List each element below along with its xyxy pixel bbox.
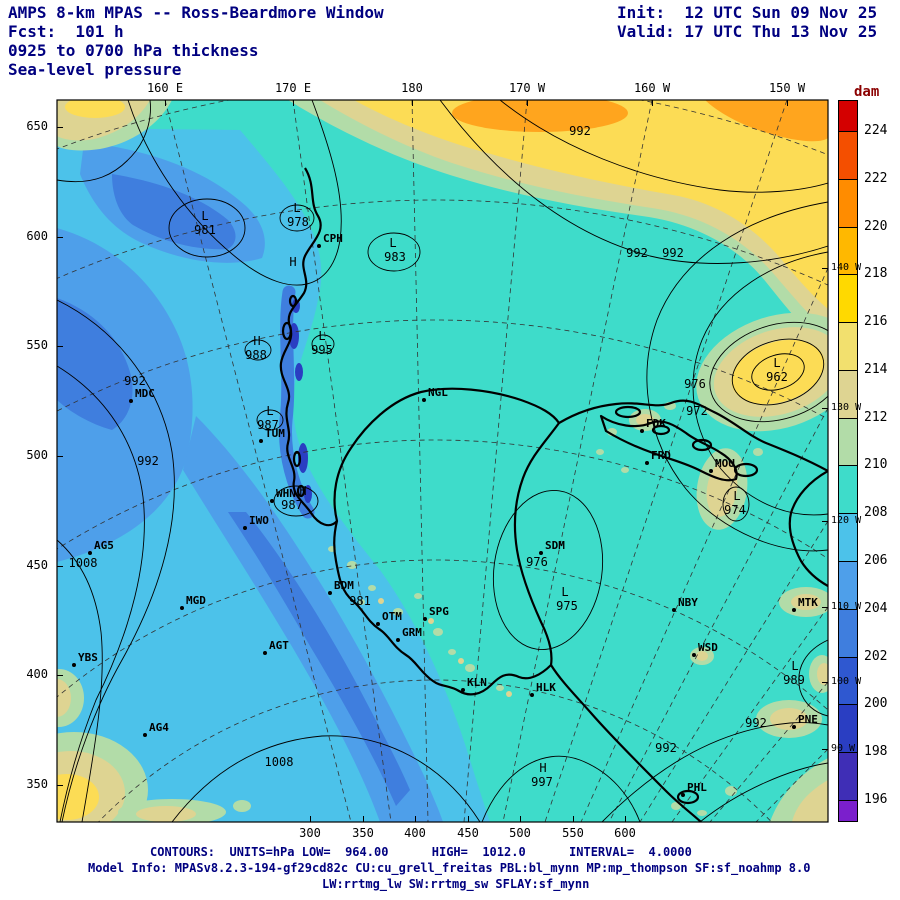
coastline bbox=[279, 167, 828, 822]
plot-frame bbox=[56, 99, 829, 823]
model-info: Model Info: MPASv8.2.3-194-gf29cd82c CU:… bbox=[88, 861, 811, 875]
field-thickness: 0925 to 0700 hPa thickness bbox=[8, 41, 259, 60]
contour-info: CONTOURS: UNITS=hPa LOW= 964.00 HIGH= 10… bbox=[150, 845, 692, 859]
init-time: Init: 12 UTC Sun 09 Nov 25 bbox=[617, 3, 878, 22]
physics-info: LW:rrtmg_lw SW:rrtmg_sw SFLAY:sf_mynn bbox=[322, 877, 590, 891]
thickness-fill-layer bbox=[57, 100, 828, 822]
plot-title: AMPS 8-km MPAS -- Ross-Beardmore Window bbox=[8, 3, 384, 22]
pressure-contours bbox=[57, 100, 828, 822]
valid-time: Valid: 17 UTC Thu 13 Nov 25 bbox=[617, 22, 878, 41]
colorbar-units-label: dam bbox=[854, 84, 880, 100]
graticule bbox=[57, 100, 828, 822]
field-slp: Sea-level pressure bbox=[8, 60, 182, 79]
forecast-hour: Fcst: 101 h bbox=[8, 22, 124, 41]
